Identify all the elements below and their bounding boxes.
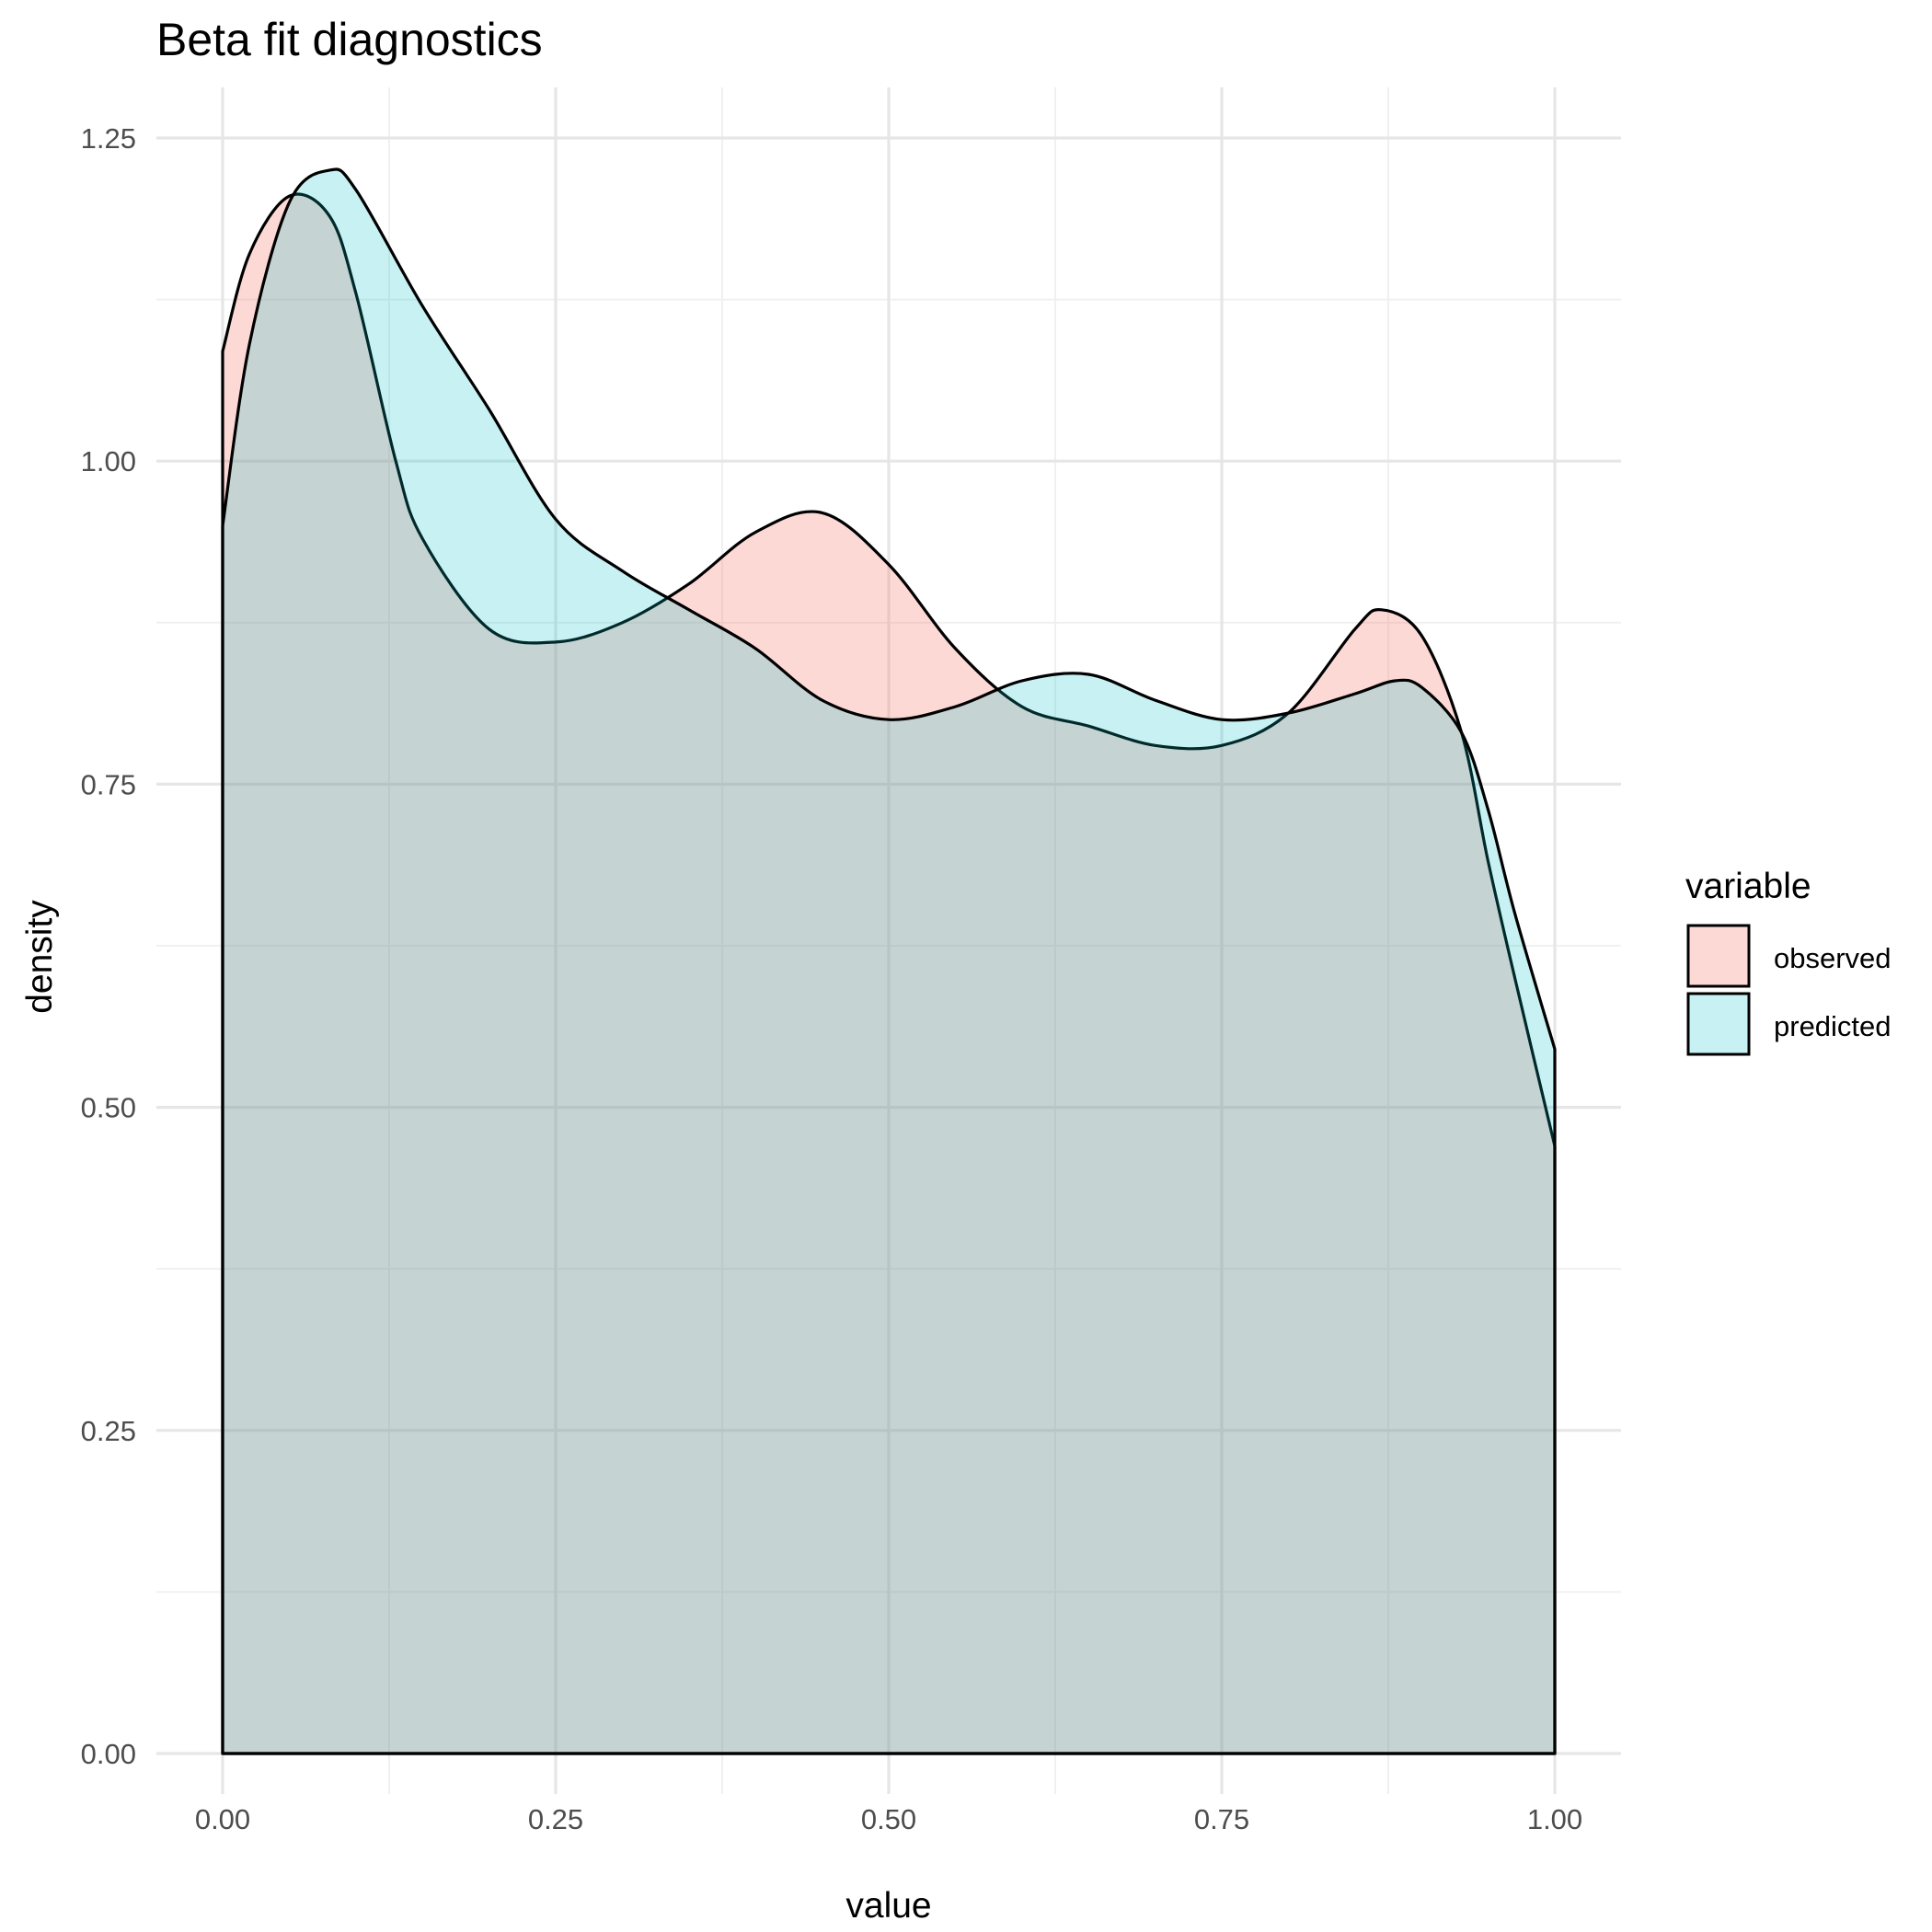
legend-label-observed: observed: [1774, 942, 1892, 974]
x-axis-title: value: [845, 1886, 931, 1926]
legend-label-predicted: predicted: [1774, 1010, 1892, 1042]
legend-key-observed: [1686, 924, 1751, 988]
y-tick-label: 0.25: [81, 1415, 136, 1447]
density-areas: [221, 167, 1557, 1755]
density-area-observed: [221, 192, 1557, 1755]
y-tick-label: 1.00: [81, 445, 136, 477]
y-tick-label: 0.00: [81, 1738, 136, 1770]
density-area-predicted: [221, 167, 1557, 1755]
y-tick-label: 0.50: [81, 1092, 136, 1124]
legend-key-predicted: [1686, 992, 1751, 1056]
x-tick-label: 0.50: [861, 1803, 916, 1835]
chart-title: Beta fit diagnostics: [156, 14, 543, 65]
y-tick-label: 1.25: [81, 122, 136, 155]
tick-labels: 0.00 0.25 0.50 0.75 1.00 0.00 0.25 0.50 0.75 1.00…: [81, 122, 1583, 1835]
x-tick-label: 0.00: [195, 1803, 250, 1835]
legend: variable observed predicted: [1685, 867, 1892, 1056]
y-axis-title: density: [20, 900, 60, 1014]
legend-title: variable: [1685, 867, 1811, 906]
x-tick-label: 1.00: [1527, 1803, 1582, 1835]
x-tick-label: 0.25: [528, 1803, 583, 1835]
y-tick-label: 0.75: [81, 768, 136, 800]
x-tick-label: 0.75: [1194, 1803, 1249, 1835]
